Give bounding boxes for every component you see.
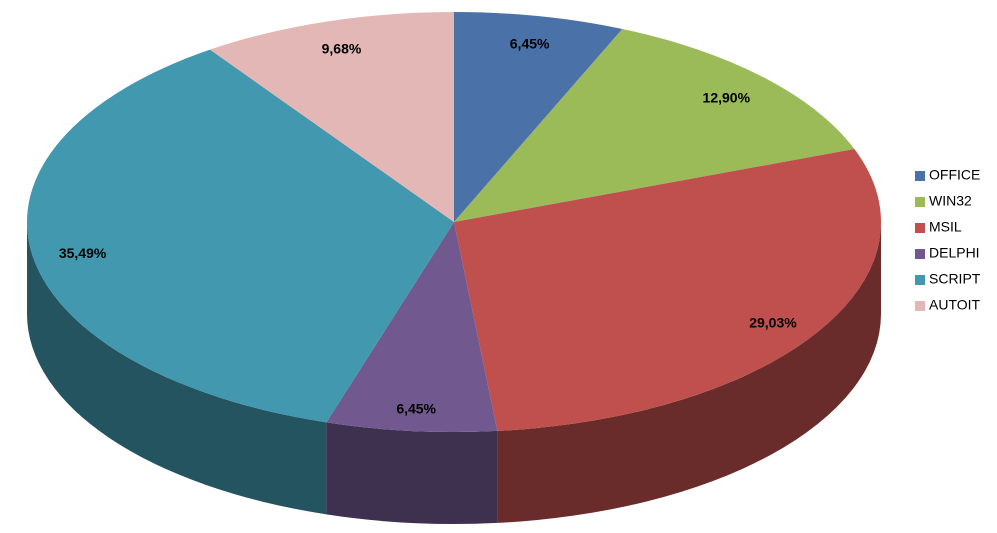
legend-swatch <box>915 275 925 285</box>
slice <box>26 49 455 423</box>
legend-label: WIN32 <box>929 193 972 209</box>
slice <box>454 29 855 222</box>
legend-swatch <box>915 171 925 181</box>
legend-swatch <box>915 197 925 207</box>
slice-side <box>497 222 881 523</box>
slice <box>454 12 623 222</box>
data-label: 6,45% <box>396 401 436 417</box>
legend-label: SCRIPT <box>929 271 981 287</box>
data-label: 29,03% <box>749 314 797 330</box>
legend-label: OFFICE <box>929 167 980 183</box>
data-label: 12,90% <box>703 89 751 105</box>
slice <box>210 12 454 222</box>
slice-side <box>27 222 327 515</box>
legend-label: AUTOIT <box>929 297 981 313</box>
legend-label: MSIL <box>929 219 962 235</box>
slice <box>454 149 881 431</box>
legend-label: DELPHI <box>929 245 980 261</box>
data-label: 6,45% <box>510 36 550 52</box>
data-label: 35,49% <box>59 245 107 261</box>
legend-swatch <box>915 249 925 259</box>
data-label: 9,68% <box>322 40 362 56</box>
legend-swatch <box>915 301 925 311</box>
slice <box>326 222 498 432</box>
legend-swatch <box>915 223 925 233</box>
slice-side <box>326 422 498 525</box>
